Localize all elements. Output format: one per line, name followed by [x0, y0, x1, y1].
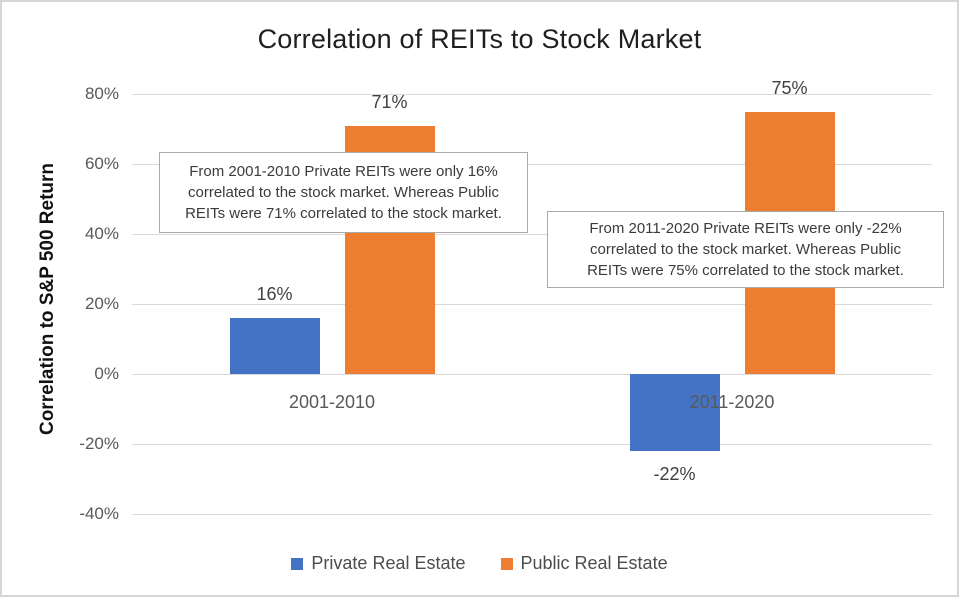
y-tick-label-40: 40% — [84, 224, 119, 243]
data-label-public-real-estate-2001-2010: 71% — [371, 91, 408, 112]
data-label-private-real-estate-2011-2020: -22% — [653, 464, 696, 484]
bar-private-real-estate-2011-2020 — [629, 374, 720, 451]
gridline-60 — [132, 163, 932, 165]
y-tick-label--40: -40% — [79, 504, 119, 523]
data-label-public-real-estate-2011-2020: 75% — [771, 77, 808, 98]
gridline--20 — [132, 443, 932, 445]
y-tick-label-60: 60% — [84, 154, 119, 173]
legend-item-public-real-estate: Public Real Estate — [500, 553, 668, 574]
chart-title: Correlation of REITs to Stock Market — [257, 24, 702, 54]
legend-swatch-icon — [291, 557, 304, 570]
legend-swatch-icon — [500, 557, 513, 570]
y-tick-label-80: 80% — [84, 84, 119, 103]
gridline-80 — [132, 93, 932, 95]
bar-private-real-estate-2001-2010 — [229, 318, 320, 374]
y-tick-label--20: -20% — [79, 434, 119, 453]
gridline-0 — [132, 373, 932, 375]
y-tick-label-0: 0% — [94, 364, 119, 383]
callout-2011-2020: From 2011-2020 Private REITs were only -… — [547, 211, 944, 288]
gridline-40 — [132, 233, 932, 235]
legend-item-private-real-estate: Private Real Estate — [291, 553, 466, 574]
category-label-2001-2010: 2001-2010 — [288, 392, 376, 412]
data-label-private-real-estate-2001-2010: 16% — [256, 284, 293, 304]
legend-label: Private Real Estate — [311, 553, 466, 573]
legend-label: Public Real Estate — [520, 553, 668, 573]
category-label-2011-2020: 2011-2020 — [689, 392, 775, 412]
callout-2001-2010: From 2001-2010 Private REITs were only 1… — [159, 152, 528, 233]
legend: Private Real Estate Public Real Estate — [2, 553, 957, 574]
y-tick-label-20: 20% — [84, 294, 119, 313]
gridline-20 — [132, 303, 932, 305]
gridline--40 — [132, 513, 932, 515]
